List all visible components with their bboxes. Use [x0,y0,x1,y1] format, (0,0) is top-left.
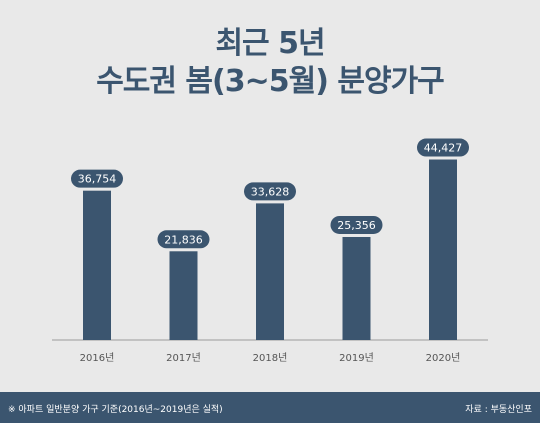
x-tick-label: 2018년 [253,352,288,364]
data-label-pill [330,215,383,234]
data-label: 44,427 [424,142,463,155]
bar [83,190,111,340]
chart-title-line2: 수도권 봄(3~5월) 분양가구 [96,64,445,99]
data-label-pill [244,182,296,201]
x-tick-label: 2016년 [80,352,115,364]
bar-chart: 36,754 2016년 21,836 2017년 33,628 2018년 25,356 2… [52,138,488,364]
data-label-pill [417,138,469,157]
bar [169,251,198,340]
data-label-pill [157,230,210,249]
footer-note: ※ 아파트 일반분양 가구 기준(2016년~2019년은 실적) [8,405,223,415]
x-tick-label: 2020년 [426,352,461,364]
data-label: 33,628 [251,185,290,198]
data-label: 25,356 [337,219,376,232]
data-label: 36,754 [78,173,117,186]
chart-title-line1: 최근 5년 [215,26,325,61]
bar [429,159,457,340]
bar [256,203,284,340]
bar [342,236,371,340]
x-tick-label: 2019년 [339,352,374,364]
footer-source: 자료 : 부동산인포 [465,405,532,415]
footer-bar: ※ 아파트 일반분양 가구 기준(2016년~2019년은 실적) 자료 : 부… [0,392,540,423]
x-tick-label: 2017년 [166,352,201,364]
data-label: 21,836 [164,233,203,246]
data-label-pill [71,169,123,188]
